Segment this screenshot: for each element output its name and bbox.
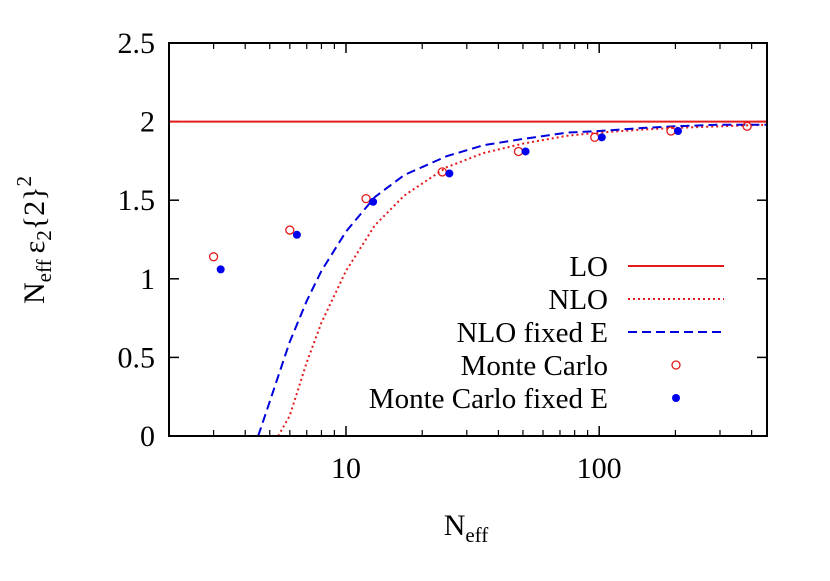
series-point-monte-carlo — [285, 225, 295, 235]
x-axis-label-main: N — [444, 509, 466, 542]
y-axis-label: Neffε2{2}2 — [12, 176, 56, 304]
series-point-monte-carlo — [666, 126, 676, 136]
series-point-monte-carlo-fixed-e — [216, 265, 225, 274]
legend-marker-monte-carlo-fixed-e — [672, 394, 680, 402]
y-axis-label-braces: {2} — [18, 186, 51, 230]
series-point-monte-carlo-fixed-e — [521, 147, 530, 156]
series-point-monte-carlo — [208, 252, 219, 262]
y-axis-label-eps: ε — [18, 241, 51, 254]
series-line-nlo-fixed-e — [257, 123, 767, 437]
series-line-nlo — [277, 123, 768, 437]
y-tick-label: 1.5 — [118, 184, 156, 217]
series-point-monte-carlo — [361, 193, 371, 204]
y-tick-label: 2 — [140, 106, 155, 139]
series-point-monte-carlo-fixed-e — [674, 127, 683, 136]
series-point-monte-carlo-fixed-e — [369, 197, 378, 206]
series-point-monte-carlo — [590, 132, 600, 142]
x-tick-label: 100 — [577, 452, 622, 485]
legend-label-monte-carlo: Monte Carlo — [461, 350, 608, 382]
y-axis-label-exp: 2 — [12, 176, 36, 187]
y-tick-label: 0.5 — [118, 341, 156, 374]
y-tick-label: 0 — [140, 420, 155, 453]
y-tick-label: 1 — [140, 263, 155, 296]
legend-marker-monte-carlo — [671, 360, 681, 370]
series-point-monte-carlo — [742, 121, 752, 131]
x-tick-label: 10 — [331, 452, 361, 485]
y-axis-label-n: N — [18, 282, 51, 304]
legend-label-monte-carlo-fixed-e: Monte Carlo fixed E — [369, 383, 608, 415]
series-point-monte-carlo — [513, 146, 524, 157]
series-layer — [169, 120, 768, 437]
x-axis-label: Neff — [444, 509, 489, 547]
series-point-monte-carlo-fixed-e — [292, 230, 301, 239]
y-axis-label-eps-sub: 2 — [32, 230, 56, 241]
legend-label-nlo: NLO — [548, 284, 608, 316]
ticks-layer: 0 0.5 1 1.5 2 2.5 10 100 — [118, 27, 767, 485]
y-axis-label-n-sub: eff — [32, 259, 56, 282]
legend-label-lo: LO — [569, 251, 608, 283]
series-point-monte-carlo-fixed-e — [597, 133, 606, 142]
plot-frame — [168, 42, 768, 437]
y-tick-label: 2.5 — [118, 27, 156, 60]
legend-label-nlo-fixed-e: NLO fixed E — [457, 317, 608, 349]
x-axis-label-sub: eff — [465, 523, 488, 547]
series-point-monte-carlo-fixed-e — [445, 169, 454, 178]
